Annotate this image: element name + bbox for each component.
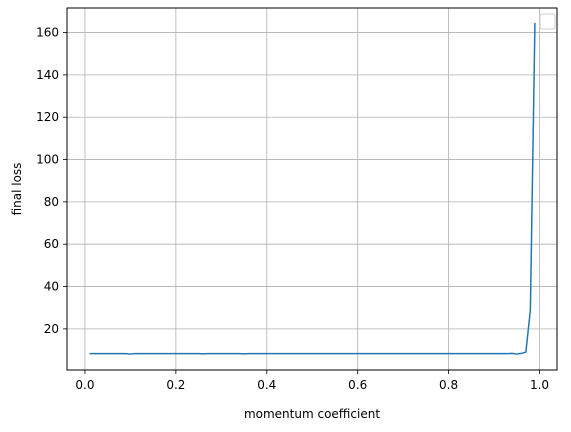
y-tick-label: 100 (36, 153, 59, 167)
y-tick-label: 40 (44, 280, 59, 294)
y-tick-label: 20 (44, 322, 59, 336)
legend (539, 13, 556, 30)
legend-box (539, 13, 556, 30)
x-axis-label: momentum coefficient (244, 407, 380, 421)
x-tick-label: 0.8 (439, 378, 458, 392)
x-axis-ticks: 0.0 0.2 0.4 0.6 0.8 1.0 (75, 370, 549, 392)
y-axis-label: final loss (10, 163, 24, 216)
y-axis-ticks: 20 40 60 80 100 120 140 160 (36, 26, 67, 336)
x-tick-label: 0.2 (166, 378, 185, 392)
plot-frame (66, 7, 558, 371)
y-tick-label: 140 (36, 68, 59, 82)
series-line (89, 23, 536, 355)
x-tick-label: 0.6 (348, 378, 367, 392)
grid-lines (67, 8, 557, 370)
x-tick-label: 1.0 (530, 378, 549, 392)
x-tick-label: 0.4 (257, 378, 276, 392)
x-tick-label: 0.0 (75, 378, 94, 392)
y-tick-label: 160 (36, 26, 59, 40)
y-tick-label: 120 (36, 110, 59, 124)
series-layer (89, 23, 536, 355)
y-tick-label: 60 (44, 237, 59, 251)
y-tick-label: 80 (44, 195, 59, 209)
